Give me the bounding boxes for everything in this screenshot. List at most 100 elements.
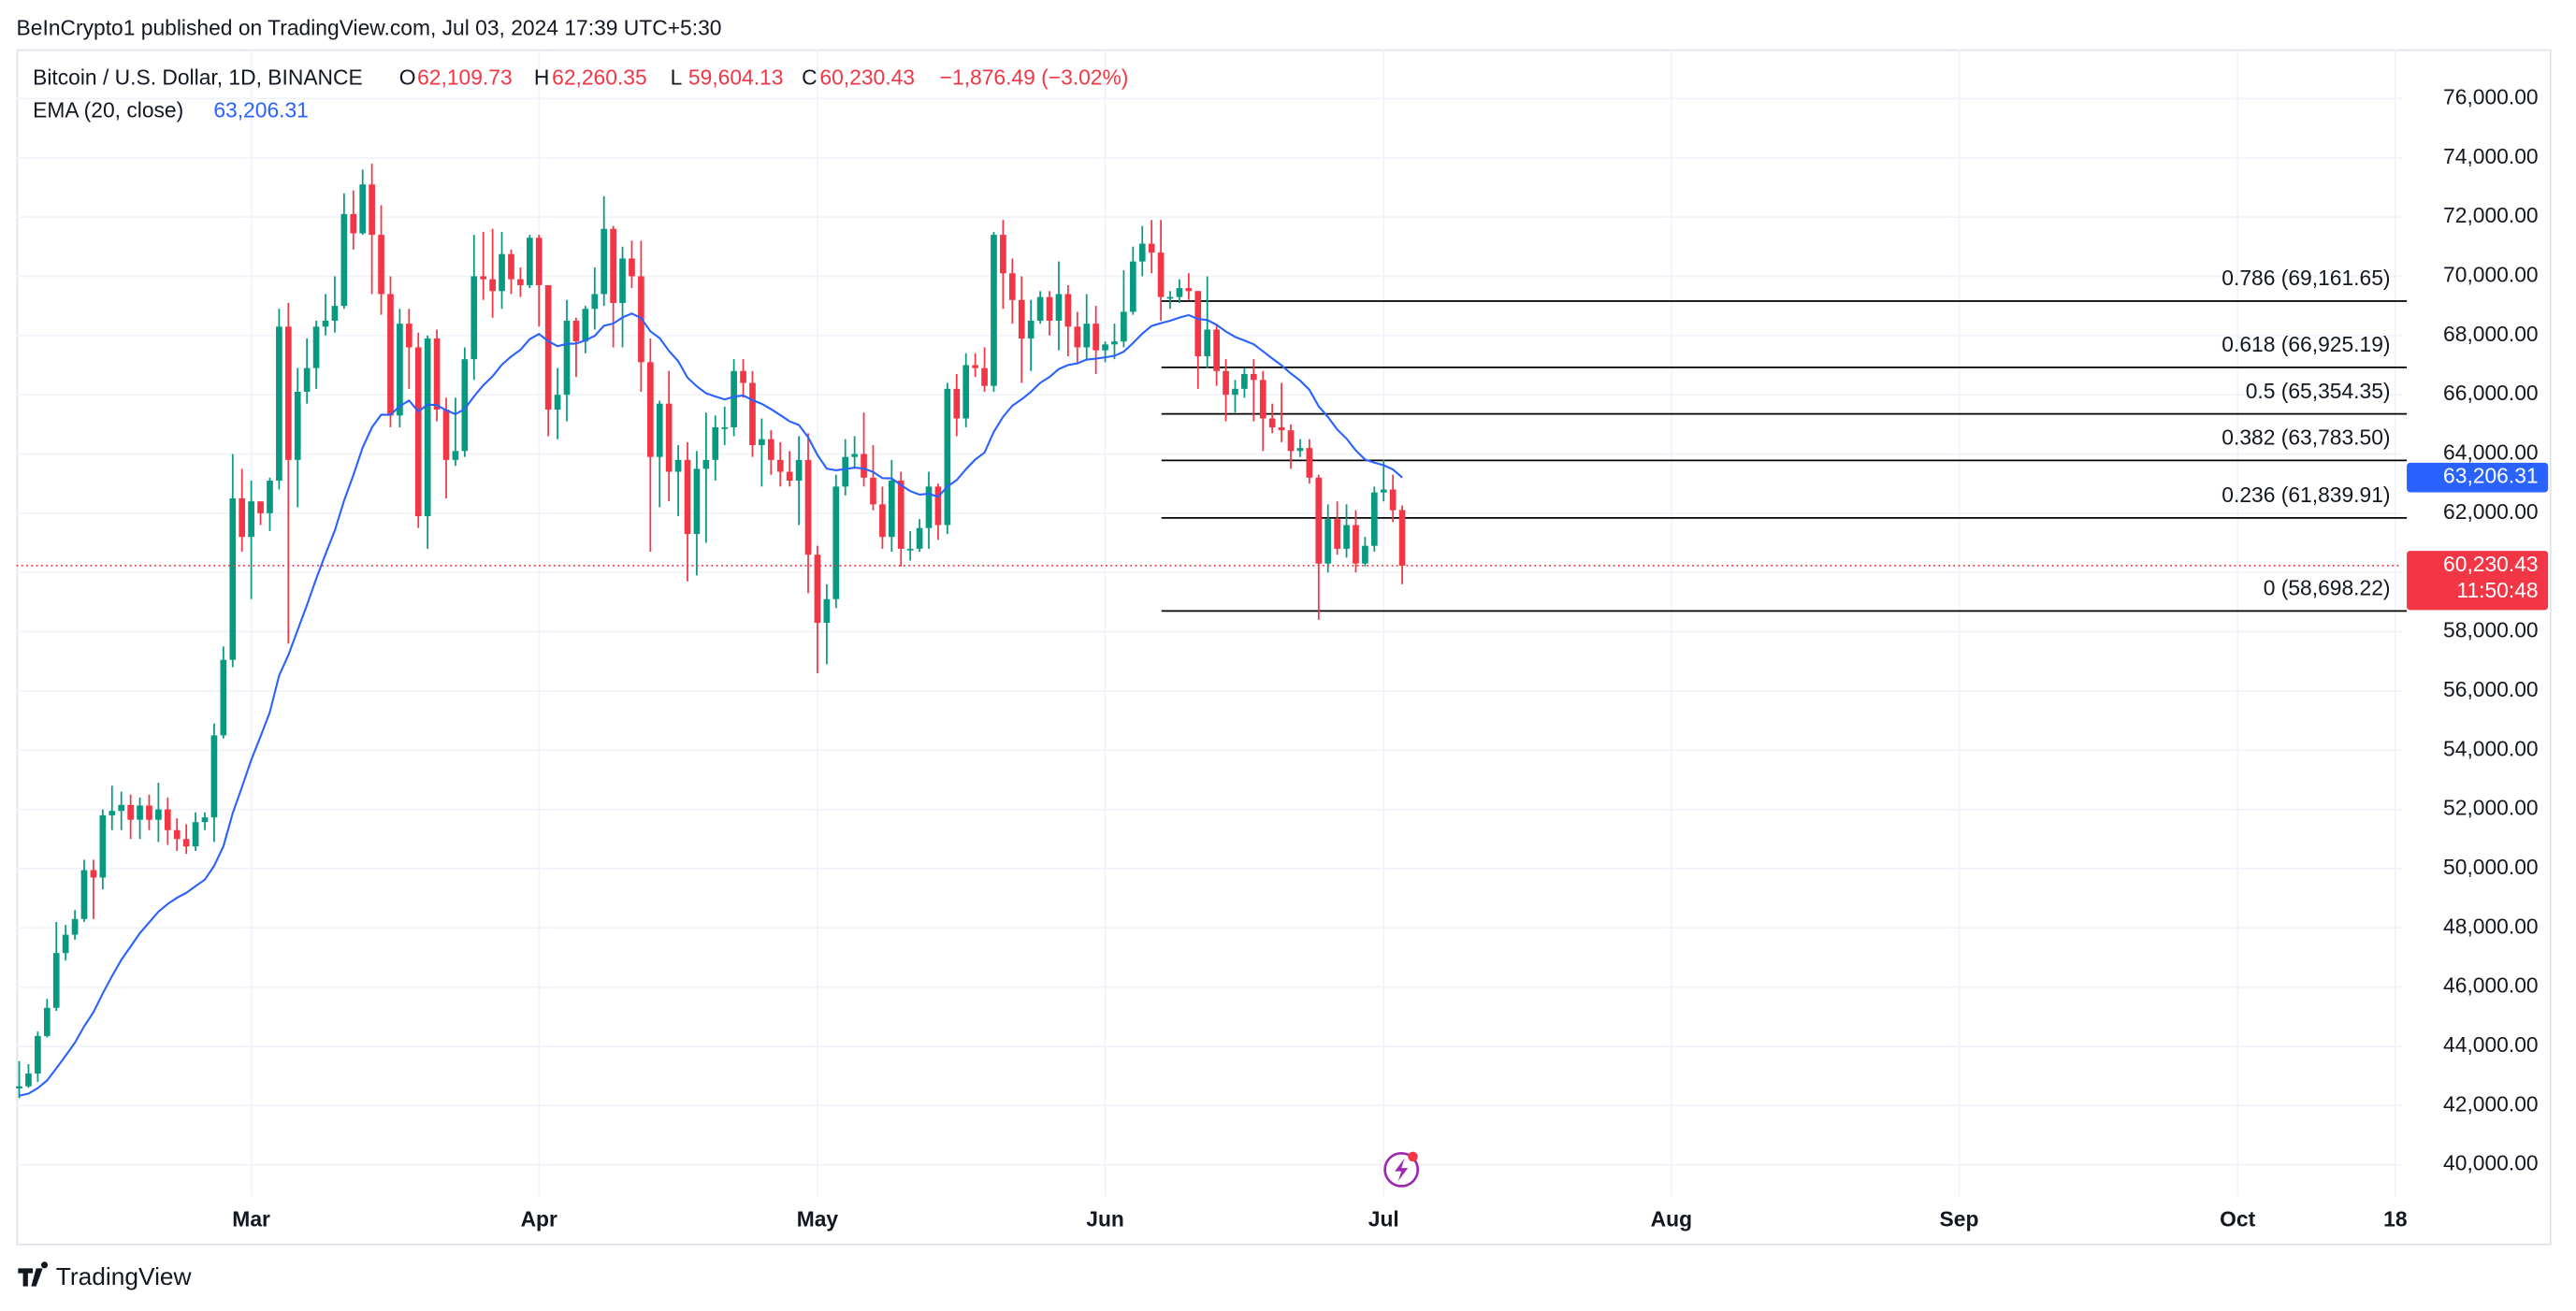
candle-body (1241, 373, 1248, 389)
candle-body (99, 814, 107, 878)
countdown-label: 11:50:48 (2456, 578, 2538, 602)
candle-body (1157, 252, 1165, 297)
candle-body (944, 388, 951, 526)
candle-body (1380, 489, 1387, 493)
x-tick-label: Apr (521, 1206, 557, 1231)
candle-body (601, 228, 608, 295)
candle-body (870, 477, 876, 505)
candle-body (1353, 525, 1359, 564)
marks-layer (16, 164, 2402, 1099)
candle-body (350, 213, 357, 234)
candle-body (239, 498, 246, 538)
candle-body (220, 659, 227, 736)
candle-body (554, 395, 561, 410)
candle-body (1334, 519, 1340, 549)
candle-body (1036, 296, 1044, 321)
candle-body (80, 870, 88, 919)
candle-body (934, 486, 942, 526)
candle-body (71, 918, 79, 935)
candle-body (888, 481, 895, 538)
y-tick-label: 74,000.00 (2443, 144, 2539, 168)
ohlc-value: 60,230.43 (819, 65, 915, 89)
candle-body (146, 805, 152, 820)
candle-body (1008, 273, 1016, 300)
y-tick-label: 52,000.00 (2443, 796, 2539, 820)
fib-label: 0.786 (69,161.65) (2221, 266, 2390, 290)
last-price-badge (2407, 551, 2549, 611)
ema-price-badge (2407, 462, 2549, 493)
y-tick-label: 72,000.00 (2443, 203, 2539, 227)
y-tick-label: 48,000.00 (2443, 914, 2539, 938)
ema-price-badge-label: 63,206.31 (2443, 464, 2539, 488)
ohlc-key: L (671, 65, 683, 89)
candle-body (1194, 291, 1202, 356)
candle-body (1343, 525, 1350, 549)
candle-body (248, 501, 254, 538)
candle-body (991, 235, 997, 386)
ema-legend-name: EMA (20, close) (33, 97, 183, 122)
candle-body (340, 213, 348, 307)
candle-body (276, 326, 282, 482)
candle-body (414, 347, 422, 517)
candle-body (544, 284, 552, 410)
candle-body (646, 362, 654, 457)
chart-frame (16, 49, 2552, 1246)
x-tick-label: Oct (2220, 1206, 2255, 1231)
candle-body (1018, 299, 1025, 339)
candle-body (535, 238, 543, 285)
candle-body (442, 409, 450, 460)
y-tick-label: 66,000.00 (2443, 381, 2539, 405)
candle-body (776, 459, 784, 472)
chart-title: Bitcoin / U.S. Dollar, 1D, BINANCE (33, 65, 363, 89)
y-tick-label: 64,000.00 (2443, 440, 2539, 465)
candle-body (369, 184, 375, 236)
candle-body (508, 253, 514, 280)
candle-body (1287, 430, 1295, 452)
change-value: −1,876.49 (−3.02%) (940, 65, 1129, 89)
x-tick-label: Mar (232, 1206, 270, 1231)
candle-body (499, 253, 505, 292)
candle-body (210, 735, 218, 818)
candle-body (684, 459, 691, 535)
candle-body (1111, 341, 1118, 345)
candle-body (1213, 329, 1220, 371)
ohlc-value: 62,109.73 (417, 65, 513, 89)
candle-body (461, 359, 469, 452)
candle-body (1185, 288, 1193, 292)
candle-body (759, 439, 765, 445)
candle-body (303, 367, 311, 392)
candle-body (897, 481, 904, 549)
fib-label: 0.5 (65,354.35) (2246, 379, 2391, 403)
candle-body (489, 279, 496, 292)
candle-body (1268, 418, 1276, 427)
candle-body (118, 804, 125, 812)
candle-body (582, 309, 589, 342)
candle-body (795, 459, 803, 482)
y-tick-label: 54,000.00 (2443, 736, 2539, 760)
candle-body (201, 817, 209, 823)
ema-line (19, 312, 1403, 1097)
candle-body (721, 426, 729, 429)
candle-body (1324, 519, 1332, 564)
candle-body (842, 456, 849, 487)
candle-body (953, 388, 961, 419)
candle-body (16, 1086, 22, 1088)
candle-body (1389, 489, 1397, 511)
candle-body (359, 184, 367, 234)
candle-body (1315, 477, 1323, 564)
candle-body (452, 451, 459, 460)
candle-body (629, 258, 635, 277)
candle-body (786, 471, 793, 482)
candle-body (480, 276, 487, 280)
candle-body (229, 498, 237, 660)
candle-body (1296, 448, 1304, 452)
event-icon[interactable] (1383, 1151, 1420, 1188)
candle-body (712, 426, 719, 460)
candle-body (925, 486, 933, 528)
candle-body (563, 320, 571, 396)
candle-body (1176, 288, 1183, 297)
y-tick-label: 56,000.00 (2443, 677, 2539, 701)
candle-body (749, 382, 756, 445)
